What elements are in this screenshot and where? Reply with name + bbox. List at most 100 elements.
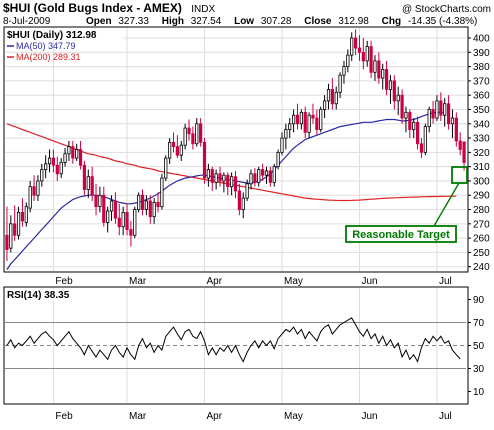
candle-up	[365, 46, 369, 62]
close-label: Close	[304, 16, 332, 27]
candle-up	[272, 166, 276, 183]
candle-down	[377, 60, 381, 79]
candle-up	[396, 94, 400, 102]
candle-up	[152, 201, 156, 218]
candle-down	[357, 47, 362, 53]
rsi-axis: 10 30 50 70 90	[468, 295, 485, 398]
candle-down	[202, 141, 207, 179]
price-tick-label: 330	[473, 134, 490, 145]
candle-down	[311, 114, 315, 119]
candle-up	[334, 91, 338, 105]
candle-up	[144, 200, 149, 210]
candle-down	[446, 103, 451, 125]
candle-up	[241, 197, 245, 210]
low-value: 307.28	[261, 16, 292, 27]
target-box	[451, 166, 468, 184]
target-arrow	[433, 182, 460, 227]
candle-up	[160, 177, 164, 208]
high-value: 327.54	[191, 16, 222, 27]
rsi-line	[6, 317, 461, 363]
candle-up	[264, 170, 269, 176]
month-axis-price: Feb Mar Apr May Jun Jul	[55, 276, 451, 287]
candle-down	[191, 133, 195, 145]
candle-down	[129, 229, 133, 236]
price-tick-label: 290	[473, 191, 490, 202]
candle-up	[322, 100, 327, 110]
candle-up	[443, 103, 447, 116]
candle-down	[431, 109, 435, 119]
candle-up	[319, 109, 323, 130]
rsi-tick-label: 90	[473, 295, 485, 306]
candle-up	[44, 163, 48, 170]
candle-up	[423, 126, 427, 153]
candle-down	[361, 51, 365, 62]
candle-down	[20, 211, 25, 222]
candle-down	[13, 223, 17, 236]
candle-up	[28, 186, 32, 209]
exchange-tag: INDX	[191, 4, 215, 15]
candle-down	[71, 146, 75, 159]
watermark: @ StockCharts.com	[402, 4, 491, 15]
candle-up	[412, 121, 416, 130]
ohlc-line: 8-Jul-2009 Open 327.33 High 327.54 Low 3…	[3, 16, 477, 27]
price-tick-label: 250	[473, 248, 490, 259]
candle-down	[156, 201, 160, 208]
candle-up	[257, 169, 261, 183]
candle-down	[210, 169, 214, 183]
month-label: May	[284, 276, 303, 287]
candle-down	[55, 164, 59, 175]
candle-up	[245, 183, 249, 199]
legend-price: $HUI (Daily) 312.98	[7, 30, 97, 41]
month-label: Apr	[207, 276, 223, 287]
candle-up	[40, 169, 44, 182]
open-value: 327.33	[118, 16, 149, 27]
candle-up	[106, 210, 110, 223]
candle-down	[458, 140, 462, 150]
candle-down	[261, 169, 265, 176]
price-tick-label: 400	[473, 34, 490, 45]
price-tick-label: 380	[473, 62, 490, 73]
candle-down	[315, 117, 319, 130]
date-label: 8-Jul-2009	[3, 16, 51, 27]
target-label: Reasonable Target	[352, 229, 450, 241]
month-label: May	[284, 411, 303, 422]
month-label: Jul	[439, 276, 452, 287]
legend-price-bg	[6, 29, 123, 40]
chart-title: $HUI (Gold Bugs Index - AMEX) INDX	[3, 1, 215, 15]
candle-down	[187, 127, 191, 135]
candle-up	[381, 69, 385, 79]
candle-down	[125, 211, 129, 230]
candle-up	[179, 144, 183, 156]
candle-up	[86, 176, 90, 190]
candle-up	[326, 89, 331, 102]
candle-down	[295, 114, 300, 125]
candle-up	[276, 151, 280, 168]
candle-up	[16, 211, 21, 236]
month-label: Jun	[361, 411, 377, 422]
candle-down	[140, 194, 145, 210]
symbol-title: $HUI (Gold Bugs Index - AMEX)	[3, 1, 182, 15]
candle-down	[148, 200, 152, 218]
candle-up	[299, 111, 303, 125]
month-label: Jul	[439, 411, 452, 422]
candle-down	[454, 117, 458, 142]
candle-up	[59, 161, 63, 175]
ma50-layer	[6, 111, 445, 270]
candle-up	[183, 127, 187, 146]
close-value: 312.98	[338, 16, 369, 27]
price-tick-label: 280	[473, 205, 490, 216]
candle-down	[392, 80, 396, 102]
high-label: High	[162, 16, 184, 27]
candle-down	[237, 190, 241, 210]
rsi-tick-label: 70	[473, 318, 485, 329]
candle-up	[450, 117, 455, 125]
price-tick-label: 260	[473, 234, 490, 245]
price-tick-label: 350	[473, 105, 490, 116]
candle-down	[102, 194, 106, 223]
candle-up	[133, 209, 137, 236]
chg-value: -14.35 (-4.38%)	[408, 16, 477, 27]
month-label: Apr	[207, 411, 223, 422]
candle-down	[78, 149, 83, 166]
rsi-tick-label: 50	[473, 341, 485, 352]
